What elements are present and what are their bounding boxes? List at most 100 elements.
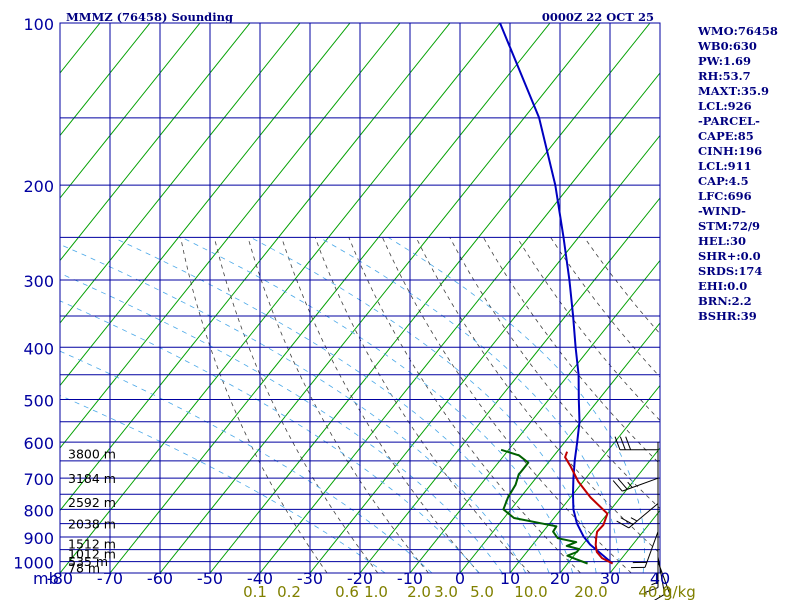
wind-barb-staff [657, 561, 672, 598]
isotherm-line [359, 197, 660, 573]
wind-barb-feather [616, 520, 630, 529]
temperature-tick-label: 0 [455, 569, 465, 588]
pressure-tick-label: 100 [23, 15, 54, 34]
stat-line: CINH:196 [698, 144, 763, 158]
moist-adiabat-line [60, 395, 386, 573]
pressure-tick-label: 600 [23, 434, 54, 453]
dry-adiabat-line [281, 237, 480, 573]
pressure-tick-label: 1000 [13, 554, 54, 573]
temperature-tick-label: -60 [147, 569, 173, 588]
temperature-tick-label: 20 [550, 569, 570, 588]
dry-adiabat-line [180, 237, 328, 573]
chart-title: MMMZ (76458) Sounding [66, 10, 233, 24]
stat-line: RH:53.7 [698, 69, 751, 83]
background-lines [60, 23, 660, 573]
moist-adiabat-line [319, 236, 620, 573]
temperature-tick-label: 40 [650, 569, 670, 588]
isotherm-line [60, 23, 501, 573]
mixing-ratio-label: 0.2 [277, 583, 301, 600]
stat-line: WMO:76458 [698, 24, 778, 38]
isotherm-line [60, 23, 451, 512]
stat-line: CAP:4.5 [698, 174, 749, 188]
isotherm-line [509, 384, 660, 573]
moist-adiabat-line [60, 243, 527, 573]
pressure-tick-label: 800 [23, 501, 54, 520]
stat-line: WB0:630 [698, 39, 757, 53]
chart-date: 0000Z 22 OCT 25 [542, 10, 654, 24]
height-label: 78 m [68, 560, 100, 575]
isotherm-line [60, 23, 301, 324]
pressure-tick-label: 300 [23, 272, 54, 291]
wind-barb [616, 503, 659, 529]
sounding-profiles [499, 22, 614, 565]
stats-panel: WMO:76458 WB0:630 PW:1.69 RH:53.7 MAXT:35.9 L… [698, 24, 798, 324]
pressure-tick-label: 200 [23, 177, 54, 196]
temperature-tick-label: -70 [97, 569, 123, 588]
wind-barb [612, 477, 659, 492]
height-label: 2038 m [68, 517, 116, 532]
mixing-ratio-label: 10.0 [514, 583, 547, 600]
mixing-ratio-label: 0.1 [243, 583, 267, 600]
wind-barb [644, 549, 659, 594]
temperature-tick-label: -40 [247, 569, 273, 588]
height-label: 1512 m [68, 536, 116, 551]
stat-line: LCL:926 [698, 99, 752, 113]
pressure-tick-label: 700 [23, 470, 54, 489]
dry-adiabat-line [449, 237, 660, 510]
wind-barb-feather [651, 581, 659, 586]
dry-adiabat-line [348, 237, 581, 573]
wind-barb [654, 556, 666, 600]
wind-barb-feather [620, 517, 634, 525]
temperature-tick-label: -20 [347, 569, 373, 588]
stat-line: LCL:911 [698, 159, 752, 173]
stat-line: LFC:696 [698, 189, 752, 203]
wind-barb-staff [622, 477, 659, 492]
wind-barb-feather [614, 436, 621, 450]
wind-barb [630, 531, 659, 569]
stat-line: BSHR:39 [698, 309, 757, 323]
wind-barb-staff [628, 503, 659, 529]
isotherm-line [60, 23, 351, 387]
dry-adiabat-line [415, 237, 660, 554]
parcel-path-line [499, 22, 614, 565]
height-label: 1012 m [68, 546, 116, 561]
wind-barb-feather [619, 436, 626, 450]
pressure-tick-label: 400 [23, 339, 54, 358]
stat-line: HEL:30 [698, 234, 746, 248]
wind-barb [614, 436, 658, 451]
isotherm-line [60, 23, 251, 262]
mixing-ratio-label: 5.0 [470, 583, 494, 600]
isotherm-line [459, 322, 660, 573]
pressure-unit-label: mb [33, 569, 59, 588]
isotherm-line [60, 23, 151, 137]
isotherm-line [159, 23, 601, 573]
stat-line: SHR+:0.0 [698, 249, 761, 263]
stat-line: BRN:2.2 [698, 294, 752, 308]
stat-line: PW:1.69 [698, 54, 752, 68]
wind-barb [657, 561, 672, 600]
moist-adiabat-line [387, 236, 645, 573]
stat-line: CAPE:85 [698, 129, 754, 143]
stat-line: EHI:0.0 [698, 279, 748, 293]
wind-barb-feather [627, 481, 633, 488]
mixing-ratio-label: 2.0 [407, 583, 431, 600]
isotherm-line [259, 72, 660, 573]
temperature-tick-label: 10 [500, 569, 520, 588]
temperature-tick-label: -50 [197, 569, 223, 588]
isotherm-line [60, 23, 101, 74]
mixing-ratio-unit-label: g/kg [663, 583, 696, 600]
temperature-tick-label: -10 [397, 569, 423, 588]
moist-adiabat-line [60, 300, 480, 573]
temperature-tick-label: 30 [600, 569, 620, 588]
isotherm-line [109, 23, 551, 573]
wind-barb-feather [654, 593, 665, 600]
isotherm-line [309, 134, 660, 573]
height-label: 2592 m [68, 495, 116, 510]
dry-adiabat-line [314, 237, 531, 573]
wind-barb-feather [630, 517, 638, 522]
height-label: 535 m [68, 554, 108, 569]
wind-barbs [612, 436, 672, 600]
isotherm-line [409, 259, 660, 573]
